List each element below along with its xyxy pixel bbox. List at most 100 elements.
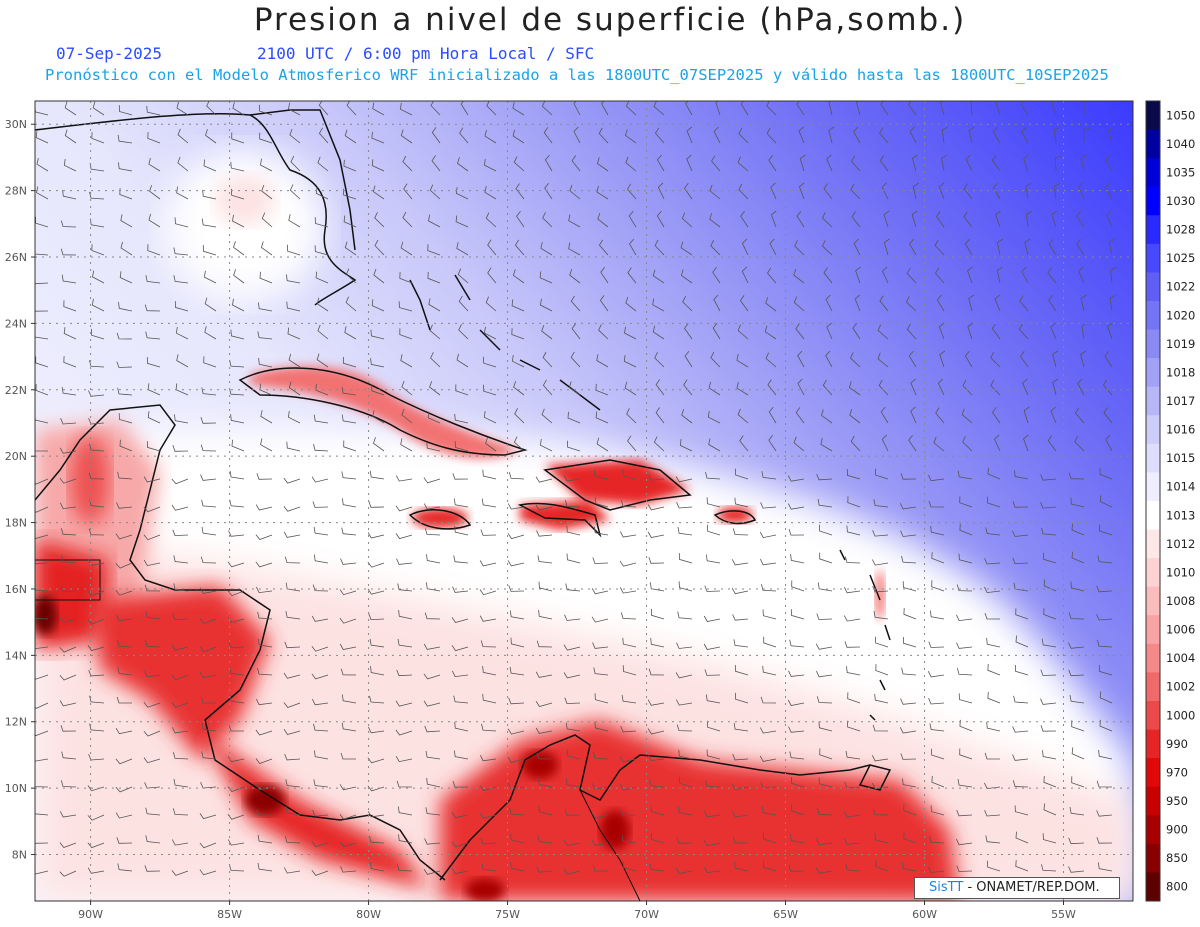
wind-barb <box>1107 126 1114 144</box>
wind-barb <box>911 210 918 228</box>
wind-barb <box>456 353 469 368</box>
wind-barb <box>1080 294 1087 312</box>
wind-barb <box>1021 266 1029 284</box>
wind-barb <box>995 101 1001 116</box>
wind-barb <box>928 500 945 508</box>
wind-barb <box>487 239 497 256</box>
wind-barb <box>229 667 245 676</box>
wind-barb <box>510 637 525 648</box>
wind-barb <box>118 162 133 172</box>
wind-barb <box>89 191 105 200</box>
wind-barb <box>930 805 945 816</box>
wind-barb <box>173 555 189 564</box>
wind-barb <box>928 641 945 648</box>
wind-barb <box>283 477 301 484</box>
wind-barb <box>459 127 469 144</box>
wind-barb <box>994 434 1001 452</box>
wind-barb <box>173 752 189 760</box>
wind-barb <box>959 748 973 760</box>
wind-barb <box>1096 810 1113 817</box>
wind-barb <box>59 811 77 818</box>
wind-barb <box>680 241 693 256</box>
wind-barb <box>342 498 357 508</box>
wind-barb <box>89 443 105 452</box>
wind-barb <box>232 102 245 116</box>
wind-barb <box>340 558 357 565</box>
wind-barb <box>283 672 301 679</box>
wind-barb <box>1051 101 1057 116</box>
wind-barb <box>87 590 105 597</box>
wind-barb <box>513 381 525 396</box>
wind-barb <box>143 476 161 483</box>
colorbar-swatch <box>1146 329 1160 359</box>
wind-barb <box>563 839 581 847</box>
wind-barb <box>1083 127 1090 144</box>
wind-barb <box>766 101 777 116</box>
colorbar-label: 1010 <box>1166 565 1195 579</box>
wind-barb <box>451 617 469 623</box>
wind-barb <box>843 615 861 622</box>
wind-barb <box>1043 803 1057 816</box>
wind-barb <box>285 806 301 816</box>
wind-barb <box>117 863 133 872</box>
wind-barb <box>569 184 581 200</box>
wind-barb <box>591 839 609 846</box>
wind-barb <box>120 241 133 256</box>
wind-barb <box>483 384 497 396</box>
wind-barb <box>649 779 665 788</box>
wind-barb <box>595 411 609 424</box>
wind-barb <box>513 436 525 452</box>
wind-barb <box>872 808 889 816</box>
wind-barb <box>818 777 833 788</box>
wind-barb <box>1041 638 1057 648</box>
wind-barb <box>791 580 805 592</box>
colorbar-swatch <box>1146 815 1160 845</box>
wind-barb <box>601 101 609 116</box>
wind-barb <box>228 724 244 732</box>
wind-barb <box>764 325 777 340</box>
wind-barb <box>368 726 385 734</box>
wind-barb <box>59 646 77 653</box>
wind-barb <box>654 239 665 256</box>
wind-barb <box>732 753 749 761</box>
wind-barb <box>908 350 917 368</box>
wind-barb <box>568 381 581 396</box>
wind-barb <box>880 101 889 116</box>
wind-barb <box>343 215 357 228</box>
wind-barb <box>87 842 105 849</box>
colorbar-label: 950 <box>1166 794 1188 808</box>
wind-barb <box>486 101 497 116</box>
wind-barb <box>427 271 441 284</box>
wind-barb <box>60 502 77 510</box>
wind-barb <box>853 238 861 256</box>
wind-barb <box>372 410 385 424</box>
wind-barb <box>260 241 273 256</box>
wind-barb <box>339 589 357 596</box>
wind-barb <box>374 239 385 256</box>
wind-barb <box>901 667 917 676</box>
wind-barb <box>1015 664 1029 676</box>
wind-barb <box>647 728 665 735</box>
wind-barb <box>454 441 469 452</box>
wind-barb <box>817 498 833 508</box>
wind-barb <box>628 210 637 228</box>
wind-barb <box>341 722 357 732</box>
wind-barb <box>760 696 777 704</box>
wind-barb <box>512 102 525 116</box>
wind-barb <box>908 435 917 452</box>
wind-barb <box>484 186 497 200</box>
wind-barb <box>822 379 833 396</box>
wind-barb <box>87 559 105 566</box>
wind-barb <box>257 834 273 844</box>
wind-barb <box>737 408 749 424</box>
wind-barb <box>288 214 301 228</box>
colorbar-label: 1016 <box>1166 423 1195 437</box>
wind-barb <box>290 155 301 172</box>
wind-barb <box>713 126 721 144</box>
wind-barb <box>341 386 357 396</box>
wind-barb <box>59 870 77 877</box>
wind-barb <box>514 408 525 424</box>
colorbar-label: 900 <box>1166 823 1188 837</box>
wind-barb <box>787 475 805 482</box>
lat-label: 8N <box>12 849 27 862</box>
